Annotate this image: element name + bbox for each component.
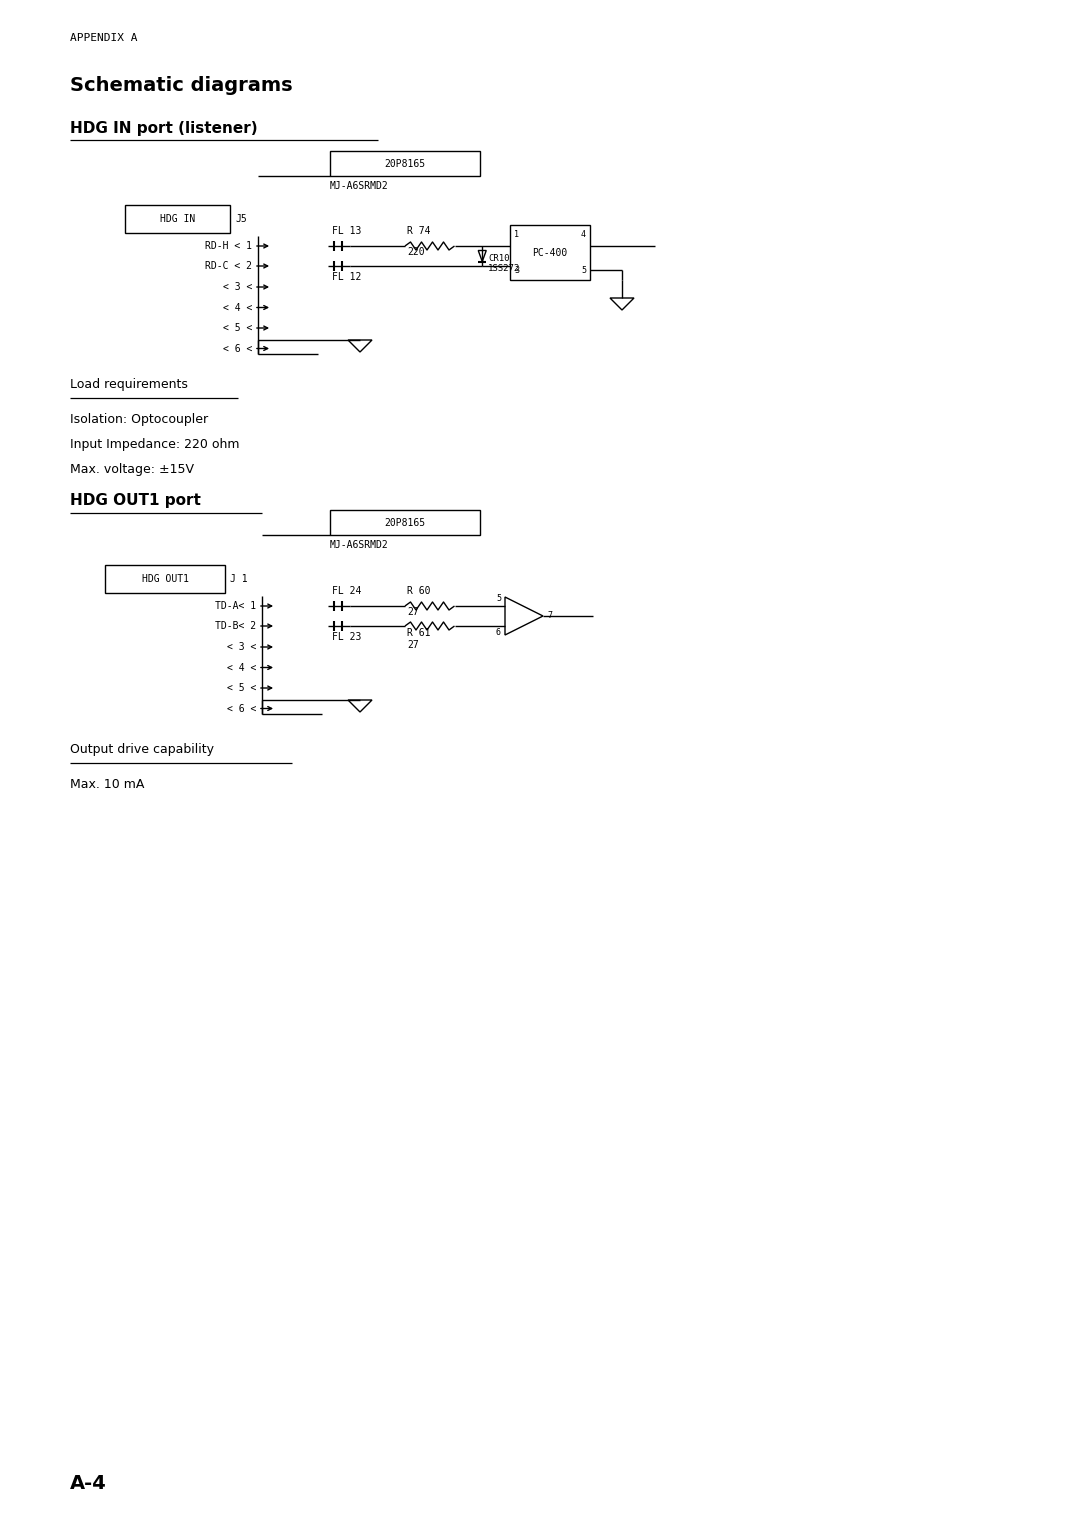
Text: 7: 7	[546, 611, 552, 620]
Text: Max. voltage: ±15V: Max. voltage: ±15V	[70, 463, 194, 477]
Text: Isolation: Optocoupler: Isolation: Optocoupler	[70, 413, 208, 426]
Polygon shape	[505, 597, 543, 636]
Text: < 3 <: < 3 <	[222, 283, 252, 292]
Text: R 60: R 60	[407, 587, 431, 596]
Polygon shape	[348, 341, 372, 351]
Text: RD-H < 1: RD-H < 1	[205, 241, 252, 251]
Text: TD-A< 1: TD-A< 1	[215, 601, 256, 611]
Text: TD-B< 2: TD-B< 2	[215, 620, 256, 631]
Text: FL 13: FL 13	[332, 226, 362, 235]
Text: FL 23: FL 23	[332, 633, 362, 642]
Bar	[510, 225, 590, 280]
Text: < 4 <: < 4 <	[222, 303, 252, 313]
Text: Max. 10 mA: Max. 10 mA	[70, 778, 145, 792]
Text: 1: 1	[514, 231, 519, 238]
Text: CR10: CR10	[488, 254, 510, 263]
Text: APPENDIX A: APPENDIX A	[70, 34, 137, 43]
Text: 20P8165: 20P8165	[384, 159, 426, 168]
Text: FL 12: FL 12	[332, 272, 362, 283]
Text: MJ-A6SRMD2: MJ-A6SRMD2	[330, 539, 389, 550]
Text: Output drive capability: Output drive capability	[70, 743, 214, 756]
Text: J5: J5	[235, 214, 246, 225]
Bar	[330, 151, 480, 176]
Text: 4: 4	[581, 231, 586, 238]
Text: Load requirements: Load requirements	[70, 377, 188, 391]
Text: 1SS272: 1SS272	[488, 264, 521, 274]
Text: < 4 <: < 4 <	[227, 663, 256, 672]
Text: HDG IN port (listener): HDG IN port (listener)	[70, 121, 258, 136]
Text: A-4: A-4	[70, 1475, 107, 1493]
Text: < 5 <: < 5 <	[227, 683, 256, 694]
Text: 6: 6	[496, 628, 501, 637]
Text: R 74: R 74	[407, 226, 431, 235]
Text: < 3 <: < 3 <	[227, 642, 256, 652]
Text: HDG OUT1 port: HDG OUT1 port	[70, 494, 201, 507]
Bar	[105, 565, 225, 593]
Text: 5: 5	[496, 594, 501, 604]
Text: J 1: J 1	[230, 575, 247, 584]
Text: Input Impedance: 220 ohm: Input Impedance: 220 ohm	[70, 439, 240, 451]
Text: HDG IN: HDG IN	[160, 214, 195, 225]
Text: MJ-A6SRMD2: MJ-A6SRMD2	[330, 180, 389, 191]
Text: 27: 27	[407, 607, 419, 617]
Polygon shape	[348, 700, 372, 712]
Text: < 5 <: < 5 <	[222, 322, 252, 333]
Text: FL 24: FL 24	[332, 587, 362, 596]
Text: 220: 220	[407, 248, 424, 257]
Bar	[125, 205, 230, 232]
Bar	[330, 510, 480, 535]
Text: Schematic diagrams: Schematic diagrams	[70, 76, 293, 95]
Text: < 6 <: < 6 <	[227, 703, 256, 714]
Text: < 6 <: < 6 <	[222, 344, 252, 353]
Text: 3: 3	[514, 266, 519, 275]
Text: 20P8165: 20P8165	[384, 518, 426, 527]
Text: R 61: R 61	[407, 628, 431, 639]
Text: RD-C < 2: RD-C < 2	[205, 261, 252, 270]
Polygon shape	[610, 298, 634, 310]
Text: 27: 27	[407, 640, 419, 649]
Text: 5: 5	[581, 266, 586, 275]
Text: PC-400: PC-400	[532, 248, 568, 258]
Text: HDG OUT1: HDG OUT1	[141, 575, 189, 584]
Polygon shape	[478, 251, 486, 261]
